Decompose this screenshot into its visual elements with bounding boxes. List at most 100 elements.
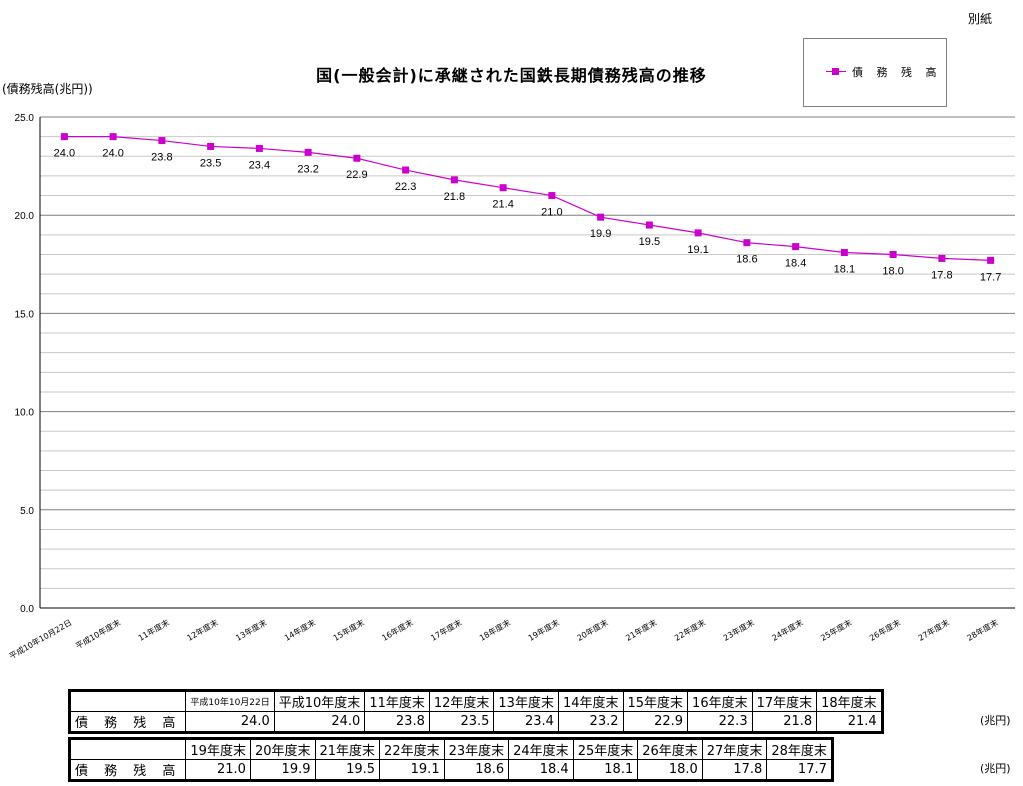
table-header-cell: 17年度末 (751, 690, 818, 712)
x-tick-label: 26年度末 (868, 617, 903, 643)
data-label: 17.7 (980, 271, 1001, 283)
x-tick-label: 16年度末 (380, 617, 415, 643)
data-label: 19.5 (639, 236, 660, 248)
line-chart: 0.0 5.0 10.0 15.0 20.0 25.0 平成10年10月22日 平成10年度末… (7, 113, 1015, 661)
data-point (694, 229, 702, 237)
x-tick-label: 21年度末 (624, 617, 659, 643)
table-value-row: 債 務 残 高 24.0 24.0 23.8 23.5 23.4 23.2 22… (68, 711, 883, 733)
series-line (64, 136, 991, 261)
table-value-row: 債 務 残 高 21.0 19.9 19.5 19.1 18.6 18.4 18… (68, 759, 833, 781)
table-row-label: 債 務 残 高 (68, 711, 187, 733)
table-value-cell: 21.8 (751, 711, 818, 733)
data-label: 17.8 (931, 269, 952, 281)
chart-title: 国(一般会計)に承継された国鉄長期債務残高の推移 (316, 66, 707, 85)
table-value-cell: 21.0 (185, 759, 251, 781)
table-header-cell: 22年度末 (379, 738, 445, 760)
table-header-cell: 14年度末 (557, 690, 624, 712)
y-tick-label: 15.0 (15, 309, 35, 320)
data-label: 21.0 (541, 207, 562, 219)
table-value-cell: 21.4 (816, 711, 883, 733)
table-value-cell: 18.1 (572, 759, 639, 781)
x-tick-label: 24年度末 (770, 617, 805, 643)
table-header-cell: 11年度末 (364, 690, 430, 712)
table-corner-cell (68, 738, 187, 760)
table-value-cell: 18.6 (443, 759, 510, 781)
table-value-cell: 19.9 (249, 759, 316, 781)
data-label: 22.3 (395, 181, 416, 193)
table-unit-label: (兆円) (980, 762, 1011, 775)
table-value-cell: 18.0 (637, 759, 703, 781)
data-point (353, 154, 361, 162)
x-tick-label: 平成10年10月22日 (7, 617, 73, 661)
table-header-cell: 18年度末 (816, 690, 883, 712)
x-tick-label: 15年度末 (331, 617, 366, 643)
y-tick-label: 0.0 (20, 604, 34, 615)
x-tick-label: 12年度末 (185, 617, 220, 643)
table-header-cell: 24年度末 (508, 738, 574, 760)
table-value-cell: 23.8 (364, 711, 430, 733)
table-header-cell: 25年度末 (572, 738, 639, 760)
table-header-cell: 16年度末 (687, 690, 753, 712)
data-label: 24.0 (102, 148, 123, 160)
table-value-cell: 17.8 (701, 759, 768, 781)
legend (803, 38, 947, 107)
table-header-cell: 12年度末 (428, 690, 495, 712)
table-header-cell: 23年度末 (443, 738, 510, 760)
x-tick-label: 13年度末 (234, 617, 269, 643)
data-label: 18.1 (834, 264, 855, 276)
data-point (158, 137, 166, 145)
table-header-cell: 平成10年度末 (273, 690, 366, 712)
data-point (743, 239, 751, 247)
table-value-cell: 24.0 (273, 711, 366, 733)
table-value-cell: 19.1 (379, 759, 445, 781)
data-point (548, 192, 556, 200)
data-label: 23.4 (249, 159, 270, 171)
y-tick-label: 5.0 (20, 506, 34, 517)
table-value-cell: 23.2 (557, 711, 624, 733)
x-tick-label: 14年度末 (283, 617, 318, 643)
y-tick-label: 10.0 (15, 408, 35, 419)
x-tick-label: 20年度末 (575, 617, 610, 643)
table-corner-cell (68, 690, 187, 712)
table-unit-label: (兆円) (980, 714, 1011, 727)
data-point (304, 148, 312, 156)
table-header-row: 19年度末 20年度末 21年度末 22年度末 23年度末 24年度末 25年度… (68, 738, 833, 760)
data-point (499, 184, 507, 192)
x-tick-label: 11年度末 (136, 617, 171, 643)
data-point (207, 142, 215, 150)
data-point (645, 221, 653, 229)
table-header-cell: 平成10年10月22日 (185, 690, 275, 712)
data-point (987, 256, 995, 264)
table-header-cell: 27年度末 (701, 738, 768, 760)
x-tick-label: 22年度末 (673, 617, 708, 643)
data-label: 18.0 (882, 265, 903, 277)
y-tick-label: 25.0 (15, 113, 35, 124)
table-row-label: 債 務 残 高 (68, 759, 187, 781)
x-tick-label: 28年度末 (965, 617, 1000, 643)
table-header-row: 平成10年10月22日 平成10年度末 11年度末 12年度末 13年度末 14… (68, 690, 883, 712)
data-label: 18.6 (736, 254, 757, 266)
legend-label: 債 務 残 高 (852, 66, 942, 79)
table-header-cell: 20年度末 (249, 738, 316, 760)
data-label: 19.9 (590, 228, 611, 240)
data-label: 22.9 (346, 169, 367, 181)
table-value-cell: 17.7 (766, 759, 833, 781)
x-tick-label: 25年度末 (819, 617, 854, 643)
data-point (889, 250, 897, 258)
table-header-cell: 19年度末 (185, 738, 251, 760)
table-value-cell: 22.9 (622, 711, 689, 733)
data-point (255, 144, 263, 152)
data-point (109, 133, 117, 141)
data-point (450, 176, 458, 184)
table-header-cell: 15年度末 (622, 690, 689, 712)
table-header-cell: 28年度末 (766, 738, 833, 760)
data-label: 23.8 (151, 152, 172, 164)
x-tick-label: 27年度末 (916, 617, 951, 643)
table-value-cell: 23.4 (493, 711, 559, 733)
table-value-cell: 23.5 (428, 711, 495, 733)
data-label: 23.5 (200, 157, 221, 169)
data-point (840, 249, 848, 257)
data-label: 21.4 (492, 199, 513, 211)
data-label: 19.1 (687, 244, 708, 256)
data-point (597, 213, 605, 221)
